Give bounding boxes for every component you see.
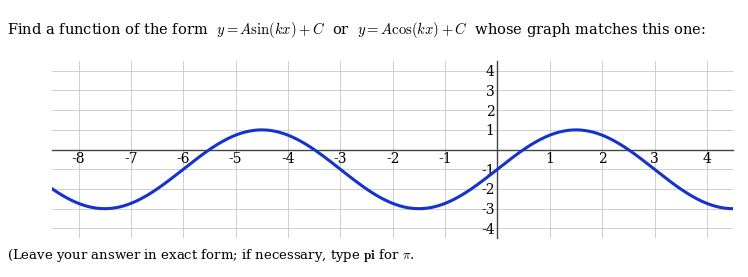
Text: (Leave your answer in exact form; if necessary, type $\mathbf{pi}$ for $\pi$.: (Leave your answer in exact form; if nec… bbox=[7, 247, 415, 264]
Text: Find a function of the form  $y = A\sin(kx) + C$  or  $y = A\cos(kx) + C$  whose: Find a function of the form $y = A\sin(k… bbox=[7, 20, 706, 40]
